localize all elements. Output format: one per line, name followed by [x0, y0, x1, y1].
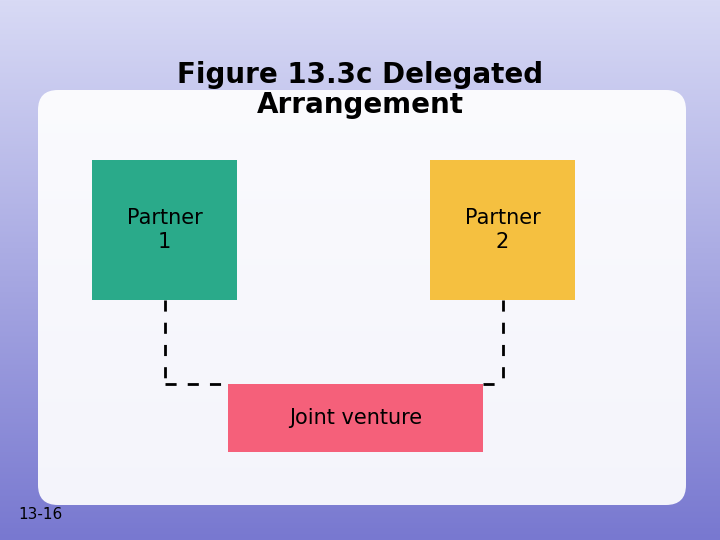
FancyBboxPatch shape	[430, 160, 575, 300]
Text: Partner
2: Partner 2	[464, 208, 541, 252]
Text: Joint venture: Joint venture	[289, 408, 422, 428]
FancyBboxPatch shape	[92, 160, 237, 300]
Text: 13-16: 13-16	[18, 507, 62, 522]
Text: Arrangement: Arrangement	[256, 91, 464, 119]
Text: Partner
1: Partner 1	[127, 208, 202, 252]
FancyBboxPatch shape	[228, 384, 483, 452]
Text: Figure 13.3c Delegated: Figure 13.3c Delegated	[177, 61, 543, 89]
FancyBboxPatch shape	[38, 90, 686, 505]
